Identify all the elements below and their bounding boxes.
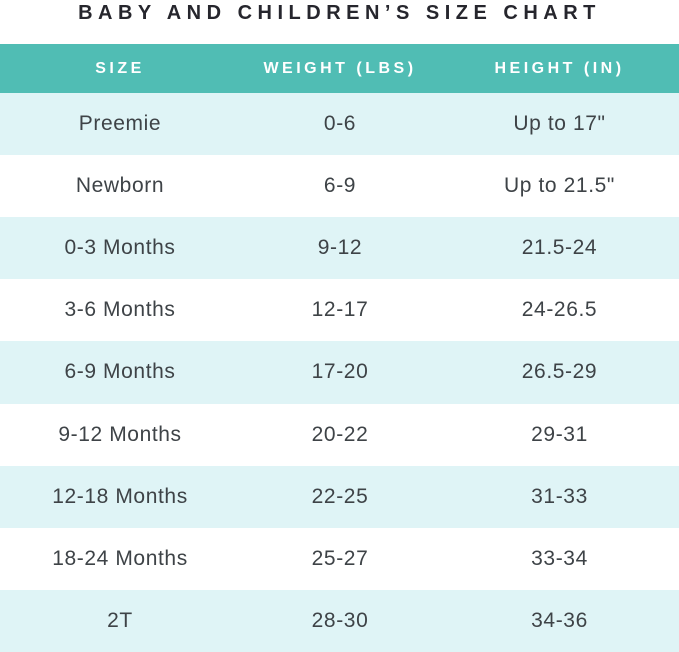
size-cell: 3-6 Months — [64, 298, 176, 322]
weight-cell: 9-12 — [317, 236, 363, 260]
size-cell: 12-18 Months — [52, 484, 188, 508]
height-cell: Up to 17" — [513, 112, 606, 136]
height-cell: 21.5-24 — [521, 236, 598, 260]
table-row: Newborn 6-9 Up to 21.5" — [0, 155, 679, 218]
table-row: Preemie 0-6 Up to 17" — [0, 93, 679, 156]
table-row: 3-6 Months 12-17 24-26.5 — [0, 279, 679, 342]
column-header-weight: WEIGHT (LBS) — [263, 59, 417, 77]
height-cell: 26.5-29 — [521, 360, 598, 384]
size-cell: 9-12 Months — [58, 422, 182, 446]
height-cell: 33-34 — [531, 546, 588, 570]
size-cell: 2T — [107, 608, 133, 632]
height-cell: 34-36 — [531, 608, 588, 632]
table-body: Preemie 0-6 Up to 17" Newborn 6-9 Up to … — [0, 93, 679, 652]
size-cell: Preemie — [78, 112, 162, 136]
size-cell: 6-9 Months — [64, 360, 176, 384]
column-header-size: SIZE — [95, 59, 145, 77]
weight-cell: 25-27 — [311, 546, 369, 570]
weight-cell: 17-20 — [311, 360, 369, 384]
height-cell: 29-31 — [531, 422, 588, 446]
size-cell: Newborn — [75, 174, 165, 198]
column-header-height: HEIGHT (IN) — [494, 59, 625, 77]
table-row: 9-12 Months 20-22 29-31 — [0, 403, 679, 466]
weight-cell: 12-17 — [311, 298, 369, 322]
height-cell: 24-26.5 — [521, 298, 598, 322]
weight-cell: 6-9 — [323, 174, 357, 198]
table-row: 18-24 Months 25-27 33-34 — [0, 527, 679, 590]
size-chart-table: SIZE WEIGHT (LBS) HEIGHT (IN) Preemie 0-… — [0, 44, 679, 652]
table-row: 0-3 Months 9-12 21.5-24 — [0, 217, 679, 280]
table-row: 2T 28-30 34-36 — [0, 589, 679, 652]
weight-cell: 22-25 — [311, 484, 369, 508]
weight-cell: 28-30 — [311, 608, 369, 632]
size-cell: 0-3 Months — [64, 236, 176, 260]
weight-cell: 0-6 — [323, 112, 357, 136]
table-row: 6-9 Months 17-20 26.5-29 — [0, 341, 679, 404]
table-row: 12-18 Months 22-25 31-33 — [0, 465, 679, 528]
weight-cell: 20-22 — [311, 422, 369, 446]
size-cell: 18-24 Months — [52, 546, 188, 570]
page-title: BABY AND CHILDREN’S SIZE CHART — [78, 2, 601, 24]
height-cell: Up to 21.5" — [504, 174, 615, 198]
height-cell: 31-33 — [531, 484, 588, 508]
table-header: SIZE WEIGHT (LBS) HEIGHT (IN) — [0, 44, 679, 93]
